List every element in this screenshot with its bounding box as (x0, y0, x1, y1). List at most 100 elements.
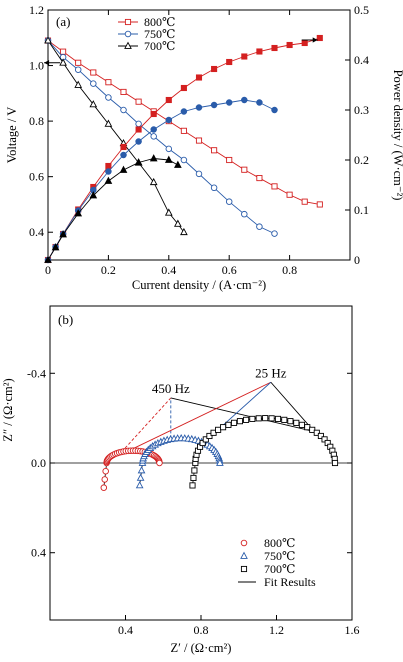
panel-a-label: (a) (56, 14, 70, 29)
data-point (90, 80, 97, 87)
data-point (271, 230, 278, 237)
data-point (180, 84, 187, 92)
data-point (215, 426, 222, 433)
legend-label: 800℃ (264, 536, 295, 550)
y2-tick-label: 0.3 (354, 103, 369, 117)
data-point (120, 88, 127, 95)
data-point (230, 419, 238, 426)
x-tick-label: 0.4 (161, 263, 176, 277)
data-point (249, 415, 256, 422)
data-point (241, 166, 248, 173)
series-line (47, 40, 185, 233)
data-point (262, 415, 269, 422)
data-point (313, 429, 320, 436)
data-point (89, 100, 98, 108)
panel-b-annotations: 450 Hz 25 Hz (152, 365, 287, 396)
data-point (104, 119, 113, 127)
data-point (195, 104, 203, 111)
data-point (220, 424, 227, 431)
legend-label: Fit Results (264, 575, 316, 589)
data-point (135, 126, 142, 133)
data-point (281, 416, 288, 423)
data-point (100, 484, 108, 491)
data-point (165, 96, 172, 104)
legend-marker (240, 565, 248, 573)
data-point (102, 467, 109, 475)
data-point (241, 53, 248, 60)
series-0 (44, 37, 323, 208)
x-tick-label: 0.8 (282, 263, 297, 277)
data-point (298, 421, 305, 428)
y-tick-label: 0.6 (29, 170, 44, 184)
y-tick-label: 1.2 (29, 3, 44, 17)
series-line (47, 40, 275, 235)
data-point (165, 145, 173, 153)
frequency-label: 450 Hz (152, 381, 190, 396)
data-point (255, 415, 262, 422)
y2-tick-label: 0.2 (354, 153, 369, 167)
data-point (256, 175, 263, 182)
series-line (47, 40, 320, 205)
nyquist-series-0 (100, 447, 163, 491)
data-point (236, 418, 243, 425)
frequency-label: 25 Hz (255, 365, 287, 380)
data-point (211, 65, 218, 73)
y-tick-label: 0.4 (29, 225, 44, 239)
data-point (150, 133, 157, 140)
data-point (195, 74, 203, 81)
data-point (60, 48, 67, 55)
data-point (293, 419, 300, 426)
data-point (149, 177, 158, 186)
data-point (180, 156, 188, 164)
data-point (189, 482, 196, 489)
data-point (150, 110, 157, 118)
data-point (135, 120, 142, 128)
y2-tick-label: 0.1 (354, 203, 369, 217)
data-point (211, 147, 218, 154)
data-point (120, 151, 127, 159)
data-point (191, 467, 198, 474)
y2-tick-label: 0.5 (354, 3, 369, 17)
y2-tick-label: 0 (354, 253, 360, 267)
data-point (44, 36, 52, 44)
legend-marker (240, 551, 248, 559)
panel-b-y-axis-label: Z″ / (Ω·cm²) (1, 378, 15, 441)
data-point (164, 155, 173, 163)
data-point (190, 474, 197, 482)
data-point (104, 176, 113, 184)
data-point (316, 34, 323, 42)
data-point (274, 415, 282, 422)
data-point (150, 126, 157, 133)
data-point (268, 415, 275, 422)
data-point (105, 162, 112, 170)
data-point (120, 143, 127, 151)
frequency-guide-line (121, 397, 172, 453)
panel-b-label: (b) (58, 312, 73, 327)
data-point (271, 183, 278, 190)
panel-a-x-ticks: 0 0.2 0.4 0.6 0.8 (45, 10, 297, 277)
data-point (105, 168, 112, 175)
series-line (47, 99, 275, 261)
panel-a-series (44, 34, 323, 264)
x-tick-label: 0.6 (222, 263, 237, 277)
data-point (90, 69, 97, 76)
y-tick-label: 0.8 (29, 114, 44, 128)
y-tick-label: 1.0 (29, 59, 44, 73)
data-point (101, 476, 108, 483)
data-point (256, 99, 263, 106)
data-point (120, 106, 127, 114)
panel-a-y-axis-label: Voltage / V (5, 107, 19, 163)
legend-label: 700℃ (144, 39, 175, 53)
data-point (287, 418, 294, 425)
legend-label: 750℃ (264, 549, 295, 563)
data-point (135, 98, 142, 105)
data-point (74, 66, 82, 73)
x-tick-label: 0.2 (101, 263, 116, 277)
legend-marker (124, 30, 132, 38)
data-point (134, 158, 143, 166)
data-point (137, 466, 146, 474)
panel-a-frame (47, 9, 351, 261)
data-point (195, 137, 203, 144)
data-point (44, 255, 52, 263)
